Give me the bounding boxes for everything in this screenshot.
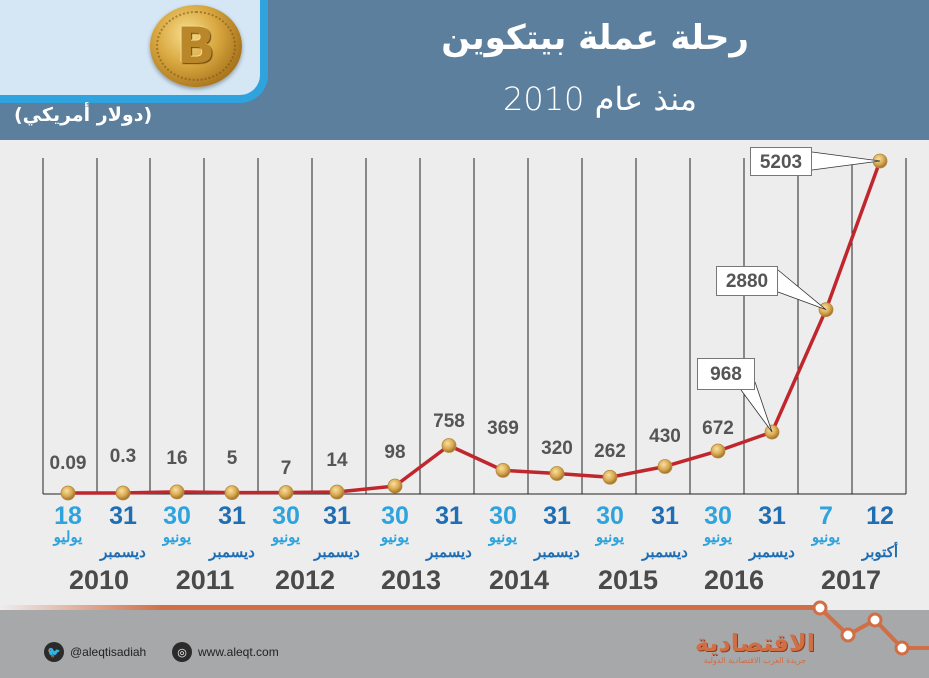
day-label: 31 bbox=[109, 502, 137, 530]
year-label: 2010 bbox=[68, 565, 130, 595]
month-label: يونيو bbox=[595, 529, 625, 546]
twitter-handle: @aleqtisadiah bbox=[70, 645, 147, 659]
data-point-marker bbox=[657, 459, 673, 474]
year-label: 2014 bbox=[488, 565, 550, 595]
callout-pointer bbox=[740, 381, 773, 433]
value-label: 0.3 bbox=[109, 446, 137, 467]
bitcoin-coin-icon: B bbox=[150, 5, 242, 87]
value-label: 16 bbox=[166, 448, 188, 469]
month-label: يونيو bbox=[703, 529, 733, 546]
brand-name: الاقتصادية bbox=[694, 629, 815, 657]
month-label: يونيو bbox=[811, 529, 841, 546]
value-label: 758 bbox=[433, 411, 465, 432]
value-label: 369 bbox=[487, 418, 519, 439]
year-label: 2015 bbox=[597, 565, 659, 595]
data-point-marker bbox=[495, 462, 511, 478]
month-label: ديسمبر bbox=[534, 544, 580, 561]
day-label: 31 bbox=[543, 502, 571, 530]
month-label: ديسمبر bbox=[749, 544, 795, 561]
day-label: 18 bbox=[54, 502, 82, 530]
value-label: 98 bbox=[384, 442, 406, 463]
month-label: ديسمبر bbox=[426, 544, 472, 561]
month-label: ديسمبر bbox=[642, 544, 688, 561]
unit-label: (دولار أمريكي) bbox=[14, 104, 153, 126]
data-point-marker bbox=[60, 485, 76, 501]
value-label: 672 bbox=[702, 418, 734, 439]
day-label: 31 bbox=[758, 502, 786, 530]
data-point-marker bbox=[549, 466, 565, 481]
month-label: يونيو bbox=[380, 529, 410, 546]
twitter-icon: 🐦 bbox=[44, 642, 64, 662]
line-chart bbox=[42, 151, 907, 501]
globe-icon: ◎ bbox=[172, 642, 192, 662]
chart-area: 0.09 0.3 16 5 7 14 98 758 369 320 262 430 672 968 2880… bbox=[0, 140, 929, 610]
data-point-marker bbox=[278, 485, 294, 500]
data-point-marker bbox=[387, 478, 403, 494]
website-link[interactable]: ◎ www.aleqt.com bbox=[172, 642, 279, 662]
page-subtitle: منذ عام 2010 bbox=[502, 80, 697, 118]
day-label: 31 bbox=[323, 502, 351, 530]
day-label: 31 bbox=[651, 502, 679, 530]
day-label: 31 bbox=[218, 502, 246, 530]
year-label: 2013 bbox=[380, 565, 442, 595]
callout-pointer bbox=[811, 151, 881, 171]
value-label: 0.09 bbox=[49, 453, 87, 474]
year-label: 2011 bbox=[175, 565, 235, 595]
day-label: 30 bbox=[272, 502, 300, 530]
year-label: 2012 bbox=[274, 565, 336, 595]
day-label: 30 bbox=[596, 502, 624, 530]
callout-pointer bbox=[777, 269, 827, 311]
day-label: 7 bbox=[819, 502, 833, 530]
callout-value-label: 2880 bbox=[716, 266, 778, 296]
price-line bbox=[67, 160, 882, 495]
year-label: 2017 bbox=[820, 565, 882, 595]
brand-logo: الاقتصادية جريدة العرب الاقتصادية الدولي… bbox=[695, 630, 815, 670]
bitcoin-symbol-icon: B bbox=[176, 17, 216, 75]
month-label: يوليو bbox=[53, 529, 83, 546]
month-label: ديسمبر bbox=[314, 544, 360, 561]
day-label: 31 bbox=[435, 502, 463, 530]
data-point-marker bbox=[710, 443, 726, 459]
twitter-link[interactable]: 🐦 @aleqtisadiah bbox=[44, 642, 146, 662]
data-point-marker bbox=[115, 485, 131, 501]
day-label: 30 bbox=[704, 502, 732, 530]
value-label: 320 bbox=[541, 438, 573, 459]
brand-tagline: جريدة العرب الاقتصادية الدولية bbox=[703, 656, 807, 665]
coin-ring bbox=[156, 11, 236, 81]
month-label: يونيو bbox=[271, 529, 301, 546]
day-label: 12 bbox=[866, 502, 894, 530]
data-point-marker bbox=[602, 469, 618, 485]
callout-value-label: 968 bbox=[697, 358, 755, 390]
month-label: ديسمبر bbox=[100, 544, 146, 561]
page-title: رحلة عملة بيتكوين bbox=[441, 18, 749, 58]
value-label: 262 bbox=[594, 441, 626, 462]
callout-value-label: 5203 bbox=[750, 147, 812, 176]
month-label: ديسمبر bbox=[209, 544, 255, 561]
data-point-marker bbox=[224, 485, 240, 501]
day-label: 30 bbox=[489, 502, 517, 530]
value-label: 430 bbox=[649, 426, 681, 447]
year-label: 2016 bbox=[703, 565, 765, 595]
day-label: 30 bbox=[381, 502, 409, 530]
data-point-marker bbox=[329, 484, 345, 500]
day-label: 30 bbox=[163, 502, 191, 530]
decorative-trend-icon bbox=[812, 600, 929, 656]
value-label: 5 bbox=[226, 448, 238, 469]
month-label: يونيو bbox=[488, 529, 518, 546]
website-url: www.aleqt.com bbox=[198, 645, 279, 659]
footer-divider-line bbox=[0, 605, 820, 611]
month-label: أكتوبر bbox=[861, 544, 899, 561]
data-point-marker bbox=[441, 438, 457, 453]
footer bbox=[0, 610, 929, 678]
month-label: يونيو bbox=[162, 529, 192, 546]
value-label: 14 bbox=[326, 450, 348, 471]
value-label: 7 bbox=[280, 458, 292, 479]
data-point-marker bbox=[169, 484, 185, 500]
